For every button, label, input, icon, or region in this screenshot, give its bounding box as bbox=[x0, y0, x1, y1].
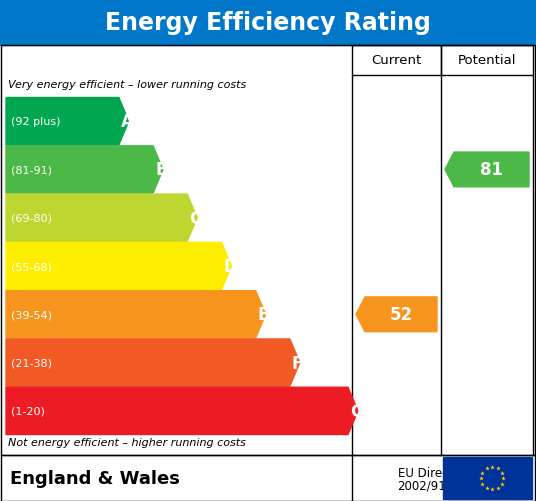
Text: 52: 52 bbox=[390, 306, 413, 324]
Polygon shape bbox=[445, 153, 529, 187]
Text: (39-54): (39-54) bbox=[11, 310, 52, 320]
Text: (69-80): (69-80) bbox=[11, 213, 52, 223]
Polygon shape bbox=[6, 243, 232, 290]
Polygon shape bbox=[6, 387, 358, 435]
Text: (81-91): (81-91) bbox=[11, 165, 52, 175]
Text: Current: Current bbox=[371, 55, 422, 67]
Polygon shape bbox=[6, 291, 266, 338]
Text: Potential: Potential bbox=[458, 55, 516, 67]
Polygon shape bbox=[6, 339, 300, 386]
Text: A: A bbox=[121, 113, 134, 131]
Text: (55-68): (55-68) bbox=[11, 262, 52, 272]
Bar bbox=[352, 46, 441, 76]
Text: Not energy efficient – higher running costs: Not energy efficient – higher running co… bbox=[8, 437, 246, 447]
Bar bbox=[0, 0, 536, 46]
Text: (1-20): (1-20) bbox=[11, 406, 45, 416]
Text: D: D bbox=[224, 258, 237, 276]
Text: E: E bbox=[258, 306, 269, 324]
Text: B: B bbox=[155, 161, 168, 179]
Text: EU Directive: EU Directive bbox=[398, 466, 471, 479]
Text: Very energy efficient – lower running costs: Very energy efficient – lower running co… bbox=[8, 80, 246, 90]
Polygon shape bbox=[6, 98, 129, 145]
Text: F: F bbox=[292, 354, 303, 372]
Text: C: C bbox=[189, 209, 202, 227]
Text: 81: 81 bbox=[480, 161, 503, 179]
Bar bbox=[441, 46, 533, 76]
Text: 2002/91/EC: 2002/91/EC bbox=[398, 478, 466, 491]
Text: (92 plus): (92 plus) bbox=[11, 117, 61, 127]
Polygon shape bbox=[6, 195, 197, 242]
Text: England & Wales: England & Wales bbox=[10, 469, 180, 487]
Text: (21-38): (21-38) bbox=[11, 358, 52, 368]
Polygon shape bbox=[6, 146, 163, 194]
Text: Energy Efficiency Rating: Energy Efficiency Rating bbox=[105, 11, 431, 35]
Text: G: G bbox=[350, 402, 364, 420]
Bar bbox=[1, 46, 535, 455]
Bar bbox=[1, 455, 535, 501]
Polygon shape bbox=[356, 297, 437, 332]
Bar bbox=[443, 457, 532, 499]
